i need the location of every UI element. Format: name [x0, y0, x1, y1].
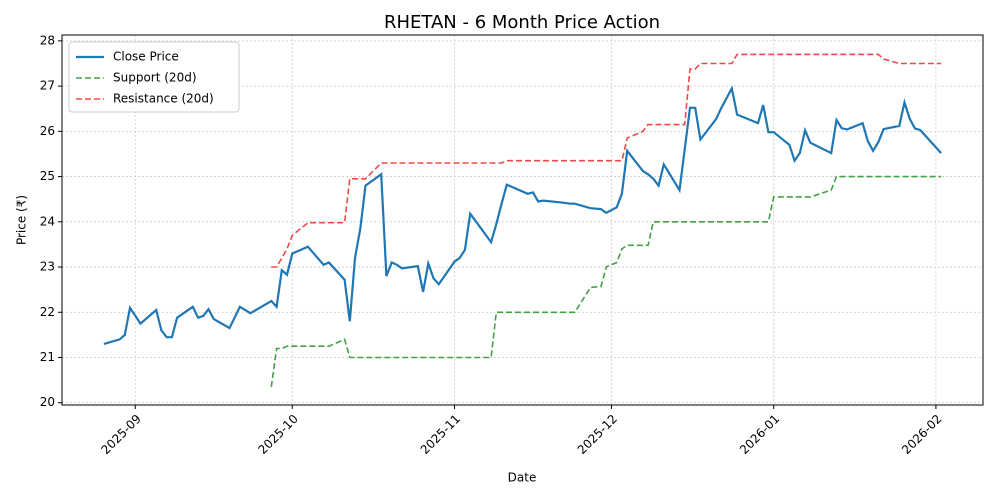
legend-label: Support (20d)	[113, 71, 197, 85]
y-tick-label: 20	[40, 395, 55, 409]
price-line	[103, 85, 942, 345]
x-tick-label: 2025-11	[418, 412, 463, 457]
legend-label: Close Price	[113, 50, 179, 64]
y-tick-label: 26	[40, 124, 55, 138]
legend-label: Resistance (20d)	[113, 92, 214, 106]
legend-box	[68, 41, 240, 113]
plot-frame	[61, 34, 984, 406]
y-tick-label: 21	[40, 350, 55, 364]
y-tick-label: 25	[40, 169, 55, 183]
y-tick-label: 27	[40, 79, 55, 93]
price-line	[270, 175, 942, 388]
y-tick-label: 23	[40, 260, 55, 274]
y-axis-label: Price (₹)	[15, 195, 29, 245]
x-tick-label: 2025-10	[255, 412, 300, 457]
y-tick-label: 28	[40, 33, 55, 47]
y-tick-label: 24	[40, 214, 55, 228]
x-axis-label: Date	[508, 471, 537, 485]
x-tick-label: 2026-02	[899, 412, 944, 457]
x-tick-label: 2025-12	[575, 412, 620, 457]
y-tick-label: 22	[40, 305, 55, 319]
x-tick-label: 2026-01	[737, 412, 782, 457]
price-line	[271, 53, 942, 268]
chart-title: RHETAN - 6 Month Price Action	[384, 12, 660, 33]
x-tick-label: 2025-09	[99, 412, 144, 457]
legend: Close Price Support (20d) Resistance (20d)	[68, 41, 240, 113]
